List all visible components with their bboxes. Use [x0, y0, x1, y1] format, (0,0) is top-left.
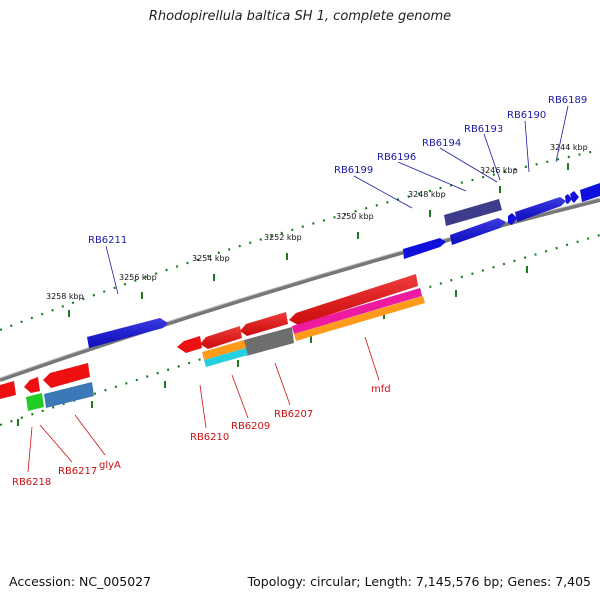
gene-shading — [87, 197, 566, 349]
upper-leader-lines — [105, 105, 569, 295]
lower-leader-lines — [27, 336, 380, 473]
gene-label-rb6211: RB6211 — [88, 235, 127, 246]
gene-label-rb6218: RB6218 — [12, 477, 51, 488]
gene-label-rb6199: RB6199 — [334, 165, 373, 176]
scale-label-3258: 3258 kbp — [46, 292, 84, 301]
gene-arrow-rb6210[interactable] — [177, 336, 202, 353]
genome-backbone — [0, 198, 600, 382]
gene-arrow-rb6217[interactable] — [24, 377, 40, 393]
scale-label-3254: 3254 kbp — [192, 254, 230, 263]
gene-arrow-rb6194[interactable] — [508, 213, 517, 225]
gene-label-mfd: mfd — [371, 384, 391, 395]
accession-text: Accession: NC_005027 — [9, 574, 152, 589]
scale-label-3244: 3244 kbp — [550, 143, 588, 152]
gene-label-rb6217: RB6217 — [58, 466, 97, 477]
gene-label-rb6196: RB6196 — [377, 152, 416, 163]
upper-major-ticks — [68, 163, 569, 317]
scale-label-3252: 3252 kbp — [264, 233, 302, 242]
lower-major-ticks — [17, 266, 528, 426]
gene-arrow-glya[interactable] — [43, 363, 90, 388]
gene-box-rb6196-domain[interactable] — [444, 199, 502, 226]
upper-scale-line — [0, 148, 600, 332]
gene-label-rb6189: RB6189 — [548, 95, 587, 106]
gene-label-rb6210: RB6210 — [190, 432, 229, 443]
gene-label-rb6207: RB6207 — [274, 409, 313, 420]
gene-arrow-rb6218[interactable] — [0, 381, 16, 399]
gene-box-rb6217-green[interactable] — [26, 393, 44, 411]
gene-box-rb6209-cyan[interactable] — [204, 348, 248, 367]
gene-label-rb6194: RB6194 — [422, 138, 461, 149]
gene-label-rb6193: RB6193 — [464, 124, 503, 135]
gene-box-mfd-orange[interactable] — [294, 296, 425, 341]
gene-arrow-rb6190b[interactable] — [570, 191, 579, 203]
gene-box-mfd-pink[interactable] — [292, 288, 422, 334]
gene-arrow-rb6190[interactable] — [565, 194, 572, 204]
gene-label-rb6209: RB6209 — [231, 421, 270, 432]
gene-box-rb6207-gray[interactable] — [244, 327, 294, 356]
genome-summary-text: Topology: circular; Length: 7,145,576 bp… — [247, 574, 591, 589]
scale-label-3246: 3246 kbp — [480, 166, 518, 175]
gene-box-glya-domain[interactable] — [44, 382, 94, 408]
gene-box-rb6209-orange[interactable] — [202, 340, 246, 360]
gene-label-rb6190: RB6190 — [507, 110, 546, 121]
scale-label-3256: 3256 kbp — [119, 273, 157, 282]
scale-label-3248: 3248 kbp — [408, 190, 446, 199]
genome-title: Rhodopirellula baltica SH 1, complete ge… — [148, 9, 452, 24]
gene-arrow-rb6189[interactable] — [580, 183, 600, 202]
gene-label-glya: glyA — [99, 460, 121, 471]
gene-arrow-rb6199[interactable] — [403, 238, 446, 259]
scale-label-3250: 3250 kbp — [336, 212, 374, 221]
